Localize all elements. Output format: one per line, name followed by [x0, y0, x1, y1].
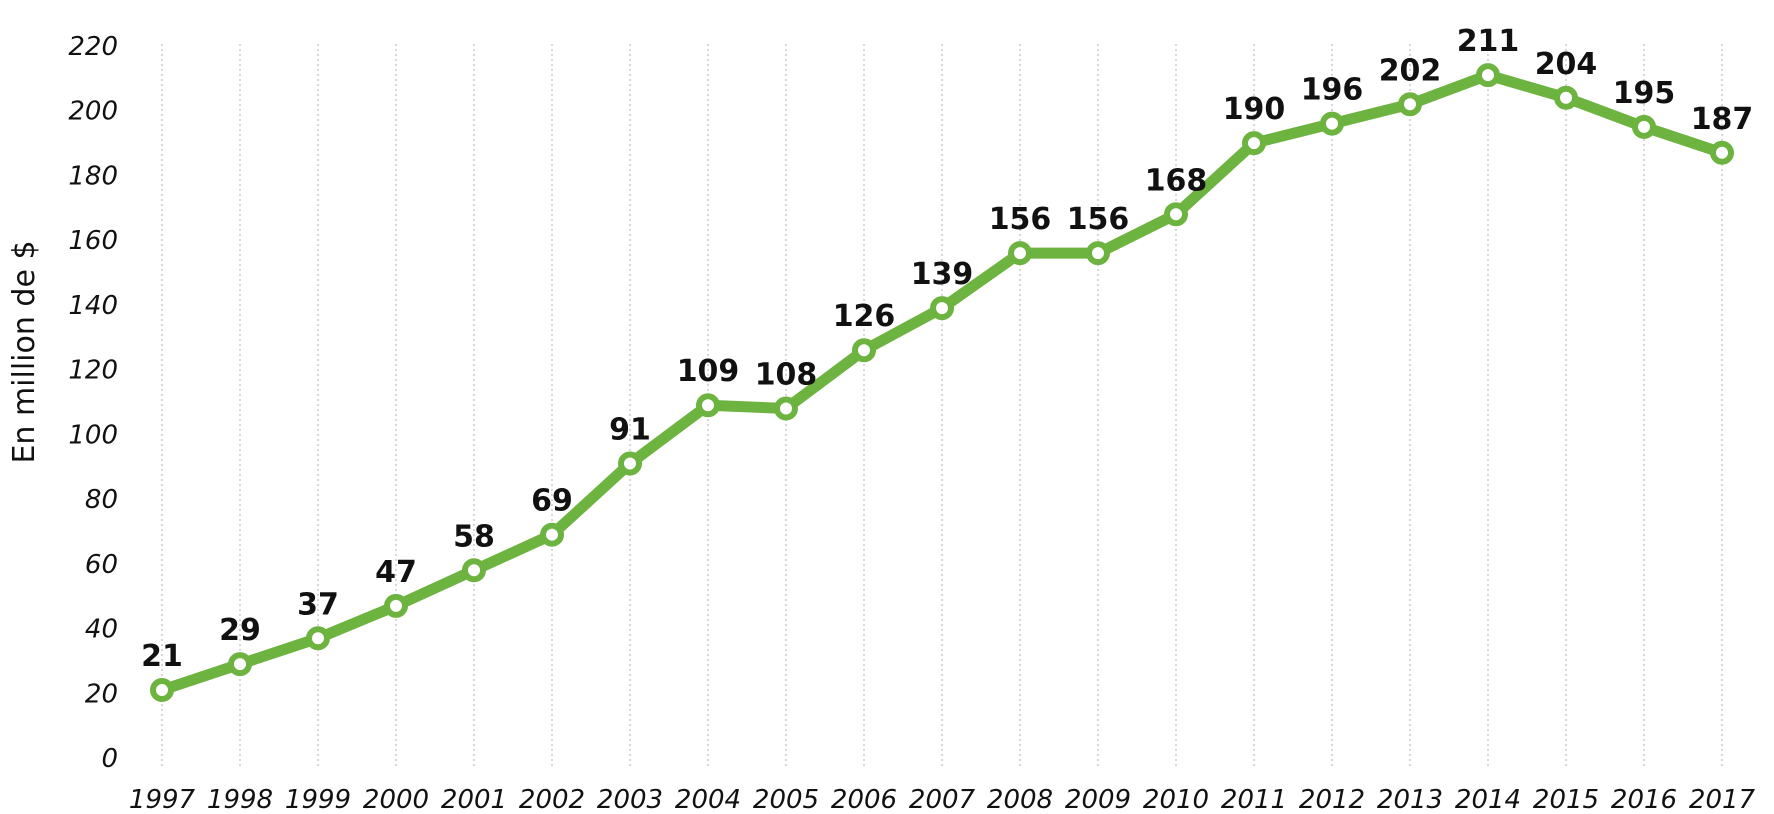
data-label: 37 — [297, 587, 339, 622]
x-tick-label: 2008 — [987, 785, 1053, 814]
x-tick-label: 2011 — [1221, 785, 1287, 814]
data-label: 21 — [141, 639, 183, 674]
y-tick-label: 20 — [85, 679, 118, 709]
x-tick-label: 2001 — [441, 785, 507, 814]
data-label: 195 — [1613, 76, 1676, 111]
data-point — [774, 396, 798, 421]
data-label: 109 — [677, 354, 740, 389]
x-tick-label: 1999 — [285, 785, 351, 814]
data-label: 156 — [1067, 202, 1130, 237]
x-tick-label: 2009 — [1065, 785, 1131, 814]
data-label: 168 — [1145, 163, 1208, 198]
data-label: 126 — [833, 299, 896, 334]
y-tick-label: 0 — [101, 744, 118, 774]
x-tick-label: 2000 — [363, 785, 429, 814]
data-points — [150, 63, 1734, 703]
data-label: 156 — [989, 202, 1052, 237]
x-tick-label: 2017 — [1689, 785, 1756, 814]
data-point — [852, 338, 876, 363]
data-label: 202 — [1379, 53, 1442, 88]
y-tick-label: 60 — [85, 550, 118, 580]
y-tick-label: 40 — [85, 615, 118, 645]
data-point — [306, 626, 330, 651]
x-tick-label: 2006 — [831, 785, 897, 814]
x-tick-label: 2012 — [1299, 785, 1365, 814]
data-label: 108 — [755, 357, 818, 392]
data-label: 187 — [1691, 102, 1754, 137]
x-tick-label: 2015 — [1533, 785, 1599, 814]
x-tick-label: 1998 — [207, 785, 273, 814]
data-label: 47 — [375, 555, 417, 590]
grid-lines — [161, 44, 1723, 766]
data-point — [1632, 114, 1656, 139]
x-tick-label: 2002 — [519, 785, 585, 814]
data-point — [1086, 241, 1110, 266]
data-labels: 21 29 37 47 58 69 91 109 108 126 139 156 156 168 190 19… — [141, 24, 1753, 674]
data-point — [696, 393, 720, 418]
x-tick-label: 2013 — [1377, 785, 1443, 814]
x-tick-label: 2010 — [1143, 785, 1209, 814]
data-point — [1710, 140, 1734, 165]
data-point — [930, 296, 954, 321]
x-tick-label: 2014 — [1455, 785, 1521, 814]
data-label: 69 — [531, 484, 573, 519]
data-point — [462, 558, 486, 583]
y-tick-label: 160 — [68, 226, 118, 256]
x-axis-ticks: 1997 1998 1999 2000 2001 2002 2003 2004 2005 2006… — [129, 785, 1756, 814]
x-tick-label: 1997 — [129, 785, 196, 814]
data-label: 204 — [1535, 47, 1598, 82]
x-tick-label: 2016 — [1611, 785, 1677, 814]
data-point — [1320, 111, 1344, 136]
x-tick-label: 2005 — [753, 785, 819, 814]
y-tick-label: 80 — [85, 485, 118, 515]
data-point — [1398, 92, 1422, 117]
data-point — [228, 652, 252, 677]
y-tick-label: 120 — [68, 356, 118, 386]
data-label: 190 — [1223, 92, 1286, 127]
data-point — [1008, 241, 1032, 266]
y-tick-label: 100 — [68, 420, 118, 450]
data-label: 91 — [609, 412, 651, 447]
data-point — [1554, 85, 1578, 110]
data-point — [1242, 131, 1266, 156]
x-tick-label: 2007 — [909, 785, 976, 814]
y-tick-label: 200 — [68, 97, 118, 127]
data-point — [1164, 202, 1188, 227]
data-point — [1476, 63, 1500, 88]
data-label: 139 — [911, 257, 974, 292]
data-label: 211 — [1457, 24, 1520, 59]
data-point — [618, 451, 642, 476]
y-tick-label: 220 — [68, 32, 118, 62]
data-label: 196 — [1301, 73, 1364, 108]
data-label: 58 — [453, 519, 495, 554]
y-tick-label: 180 — [68, 161, 118, 191]
data-point — [384, 593, 408, 618]
data-label: 29 — [219, 613, 261, 648]
y-axis-label: En million de $ — [7, 240, 42, 463]
data-point — [540, 522, 564, 547]
y-tick-label: 140 — [68, 291, 118, 321]
data-point — [150, 678, 174, 703]
y-axis-ticks: 0 20 40 60 80 100 120 140 160 180 200 220 — [68, 32, 118, 774]
x-tick-label: 2004 — [675, 785, 741, 814]
x-tick-label: 2003 — [597, 785, 663, 814]
